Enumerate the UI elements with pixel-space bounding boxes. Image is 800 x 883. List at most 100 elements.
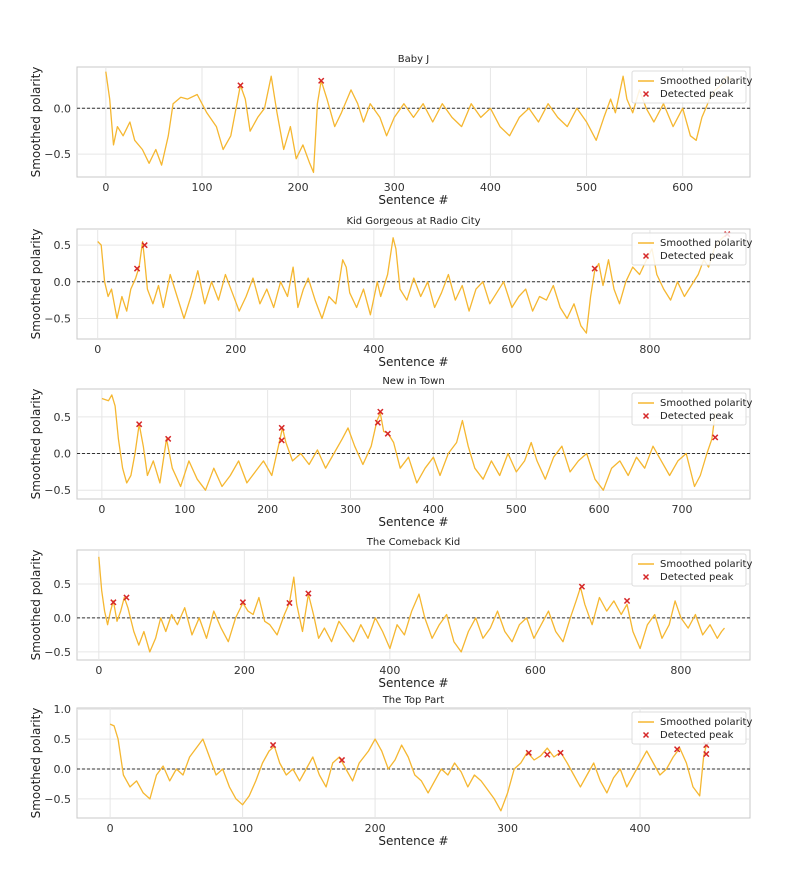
x-tick-label: 500	[576, 181, 597, 194]
y-tick-label: 0.5	[54, 578, 72, 591]
chart-panel-5: 0 100 200 300 400 −0.5 0.0 0.5 1.0 The Top Part Se…	[29, 695, 752, 848]
legend: Smoothed polarity Detected peak	[631, 392, 752, 426]
chart-panel-2: 0 200 400 600 800 −0.5 0.0 0.5 Kid Gorgeous at R…	[29, 216, 752, 369]
x-tick-label: 0	[94, 343, 101, 356]
x-tick-label: 400	[480, 181, 501, 194]
legend-label-line: Smoothed polarity	[660, 238, 752, 249]
x-tick-label: 200	[365, 822, 386, 835]
x-tick-label: 0	[102, 181, 109, 194]
peak-marker	[237, 82, 244, 89]
peak-marker	[133, 265, 141, 272]
peak-marker	[269, 741, 277, 749]
x-tick-label: 100	[174, 503, 195, 516]
y-tick-label: 0.5	[54, 239, 72, 252]
legend-label-peak: Detected peak	[660, 411, 734, 422]
legend-label-line: Smoothed polarity	[660, 398, 752, 409]
x-tick-label: 700	[672, 503, 693, 516]
legend-label-peak: Detected peak	[660, 89, 734, 100]
y-tick-label: 0.0	[54, 102, 72, 115]
x-tick-label: 100	[191, 181, 212, 194]
peak-marker	[110, 599, 117, 606]
peak-marker	[123, 594, 130, 601]
peak-marker	[305, 590, 312, 597]
x-tick-label: 600	[589, 503, 610, 516]
y-axis-label: Smoothed polarity	[29, 708, 43, 819]
y-tick-label: −0.5	[44, 793, 71, 806]
legend-label-peak: Detected peak	[660, 572, 734, 583]
x-tick-label: 100	[232, 822, 253, 835]
y-axis-label: Smoothed polarity	[29, 229, 43, 340]
y-tick-label: −0.5	[44, 646, 71, 659]
legend-box	[631, 553, 747, 587]
y-axis-label: Smoothed polarity	[29, 389, 43, 500]
legend: Smoothed polarity Detected peak	[631, 232, 752, 266]
legend: Smoothed polarity Detected peak	[631, 70, 752, 104]
peak-marker	[377, 408, 384, 415]
y-tick-label: 0.0	[54, 763, 72, 776]
peak-marker	[374, 419, 381, 426]
series-line-smoothed-polarity	[97, 233, 728, 334]
legend-peak-swatch	[642, 252, 650, 260]
x-tick-label: 300	[384, 181, 405, 194]
peak-marker	[557, 749, 564, 756]
chart-title: The Top Part	[382, 695, 445, 706]
peak-marker	[674, 746, 681, 753]
x-tick-label: 400	[423, 503, 444, 516]
peak-marker	[239, 599, 247, 606]
peak-marker	[338, 756, 346, 764]
series-line-smoothed-polarity	[109, 723, 707, 812]
x-tick-label: 200	[257, 503, 278, 516]
legend-label-line: Smoothed polarity	[660, 717, 752, 728]
x-tick-label: 200	[288, 181, 309, 194]
x-tick-label: 800	[639, 343, 660, 356]
legend-label-peak: Detected peak	[660, 251, 734, 262]
chart-title: The Comeback Kid	[366, 537, 460, 548]
x-axis-label: Sentence #	[378, 515, 448, 529]
series-line-smoothed-polarity	[101, 394, 716, 491]
x-tick-label: 600	[672, 181, 693, 194]
x-tick-label: 200	[234, 664, 255, 677]
x-tick-label: 400	[363, 343, 384, 356]
chart-panel-3: 0 100 200 300 400 500 600 700 −0.5 0.0 0.5 New in T…	[29, 376, 752, 529]
chart-title: New in Town	[382, 376, 444, 387]
legend-box	[631, 70, 747, 104]
peak-marker	[591, 265, 598, 272]
y-tick-label: −0.5	[44, 148, 71, 161]
peak-marker	[141, 242, 148, 249]
y-tick-label: 0.5	[54, 411, 72, 424]
y-tick-label: 0.5	[54, 733, 72, 746]
chart-title: Baby J	[398, 54, 429, 65]
y-tick-label: −0.5	[44, 484, 71, 497]
x-tick-label: 0	[95, 664, 102, 677]
y-tick-label: 0.0	[54, 276, 72, 289]
x-tick-label: 300	[497, 822, 518, 835]
y-tick-label: 1.0	[54, 703, 72, 716]
x-axis-label: Sentence #	[378, 355, 448, 369]
peak-marker	[286, 599, 293, 607]
x-axis-label: Sentence #	[378, 676, 448, 690]
x-axis-label: Sentence #	[378, 193, 448, 207]
chart-title: Kid Gorgeous at Radio City	[346, 216, 480, 227]
x-tick-label: 300	[340, 503, 361, 516]
chart-panel-1: 0 100 200 300 400 500 600 −0.5 0.0 Baby J Sentence…	[29, 54, 752, 207]
legend-box	[631, 232, 747, 266]
peak-marker	[384, 430, 391, 437]
y-tick-label: −0.5	[44, 312, 71, 325]
peak-marker	[525, 749, 532, 756]
peak-marker	[165, 435, 172, 442]
peak-marker	[712, 434, 719, 441]
peak-marker	[623, 597, 631, 605]
legend-peak-swatch	[642, 90, 650, 98]
legend: Smoothed polarity Detected peak	[631, 711, 752, 745]
y-tick-label: 0.0	[54, 448, 72, 461]
series-line-smoothed-polarity	[98, 556, 725, 653]
peak-marker	[318, 77, 325, 84]
x-tick-label: 400	[379, 664, 400, 677]
peak-marker	[278, 437, 285, 444]
x-tick-label: 600	[525, 664, 546, 677]
legend-box	[631, 392, 747, 426]
legend-peak-swatch	[642, 731, 650, 739]
y-tick-label: 0.0	[54, 612, 72, 625]
x-tick-label: 200	[225, 343, 246, 356]
